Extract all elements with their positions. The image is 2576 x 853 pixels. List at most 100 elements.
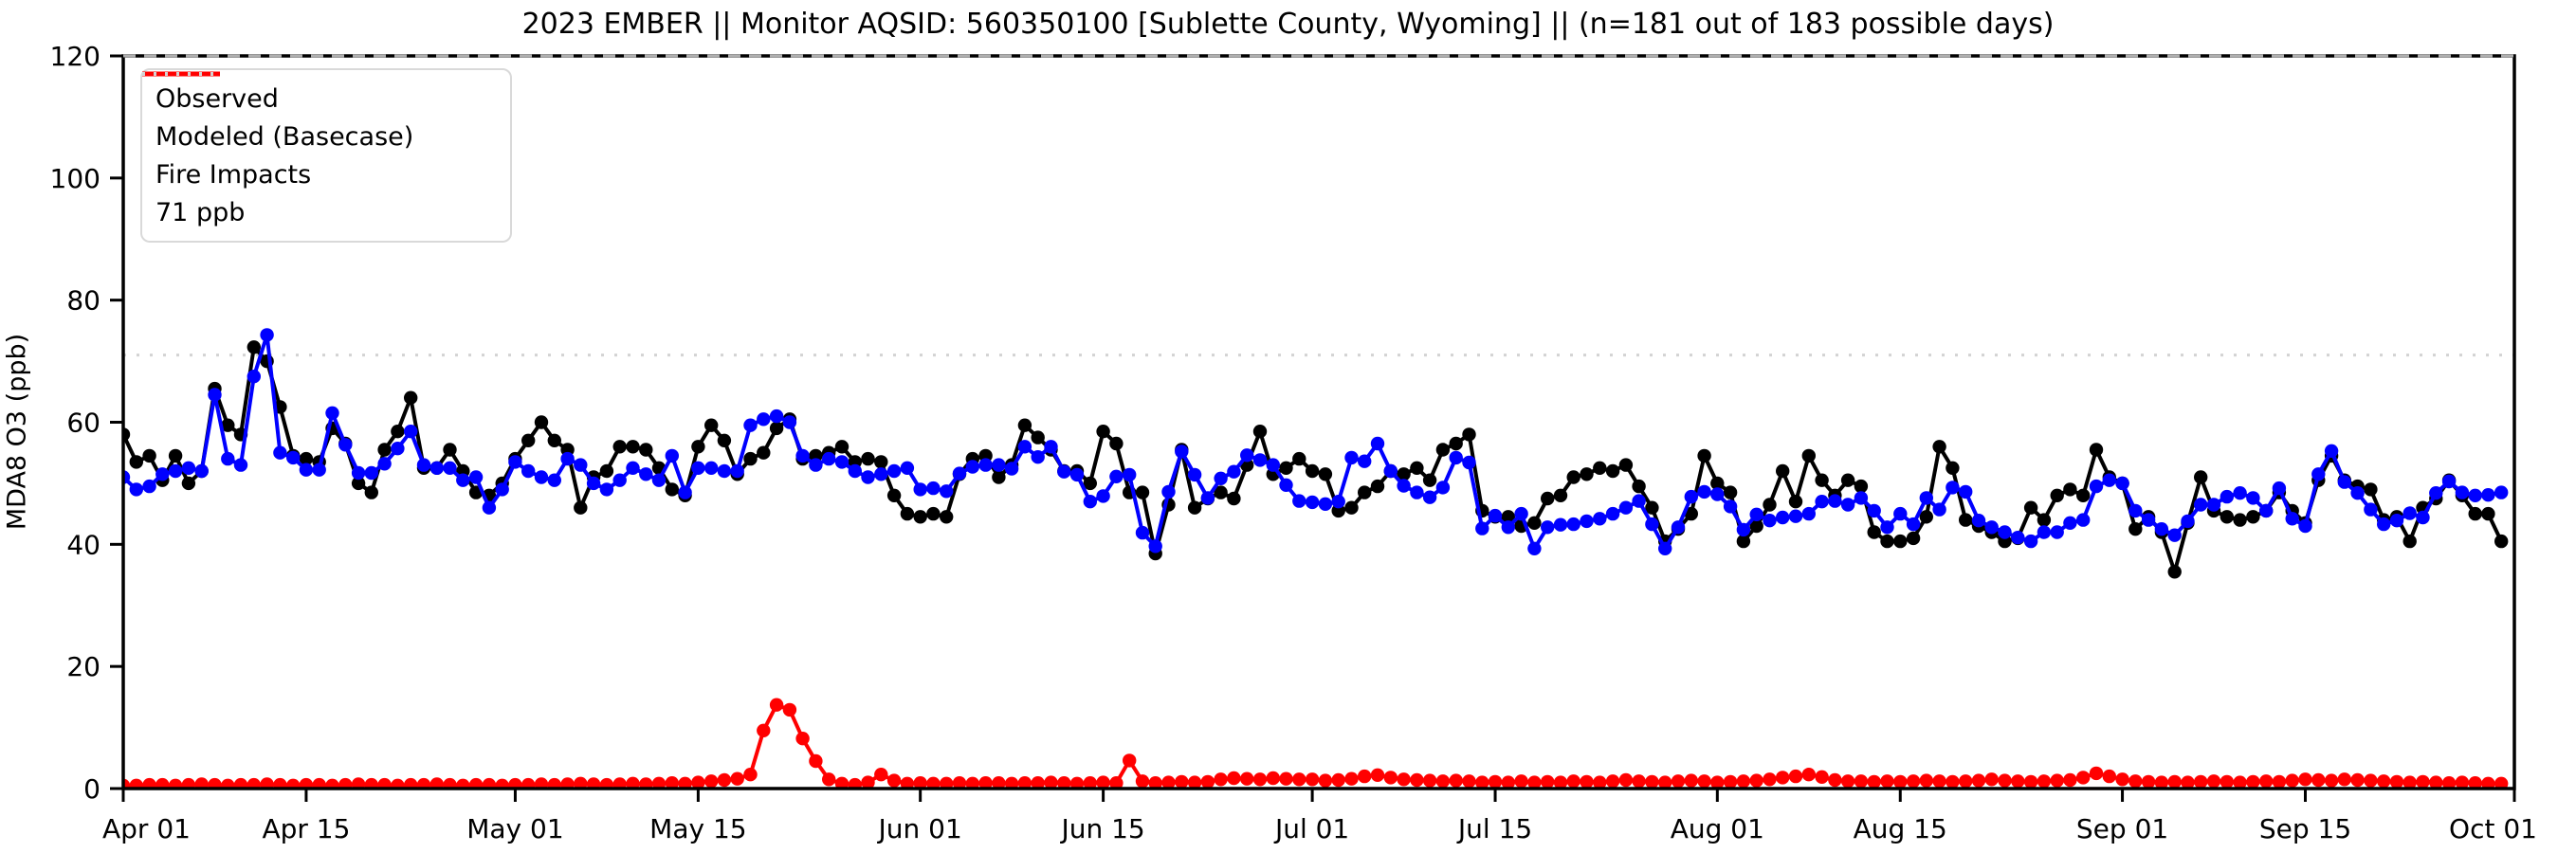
observed-point — [2468, 506, 2482, 521]
modeled-point — [221, 451, 235, 466]
fire-point — [1031, 776, 1045, 789]
modeled-point — [848, 463, 862, 479]
observed-point — [1593, 461, 1607, 475]
modeled-point — [1971, 514, 1986, 528]
fire-point — [1645, 774, 1659, 789]
modeled-point — [886, 463, 902, 479]
fire-point — [495, 778, 509, 789]
y-tick-label: 40 — [66, 529, 100, 560]
observed-point — [1017, 418, 1032, 432]
legend-label-modeled: Modeled (Basecase) — [155, 121, 414, 152]
x-tick-label: Jun 15 — [1059, 813, 1144, 844]
modeled-point — [2402, 506, 2417, 520]
modeled-point — [312, 463, 326, 477]
fire-point — [834, 776, 850, 789]
modeled-point — [1083, 495, 1098, 509]
modeled-point — [1645, 517, 1659, 532]
fire-point — [612, 777, 627, 789]
fire-point — [1279, 771, 1293, 786]
fire-point — [1501, 775, 1515, 789]
observed-point — [926, 506, 941, 521]
modeled-point — [651, 473, 667, 487]
observed-point — [1946, 461, 1960, 475]
fire-point — [547, 777, 561, 789]
observed-point — [1618, 458, 1634, 472]
modeled-point — [2298, 518, 2312, 534]
fire-point — [1580, 774, 1594, 789]
fire-point — [1946, 774, 1960, 789]
modeled-point — [1788, 509, 1803, 523]
fire-point — [443, 777, 457, 789]
fire-point — [1710, 775, 1725, 789]
fire-point — [1959, 774, 1973, 789]
observed-point — [1541, 491, 1555, 506]
fire-point — [1266, 771, 1281, 786]
modeled-point — [1906, 517, 1921, 532]
fire-point — [1723, 774, 1738, 789]
modeled-point — [1266, 458, 1281, 472]
observed-point — [691, 440, 705, 454]
observed-point — [521, 433, 536, 447]
modeled-point — [1998, 525, 2012, 539]
modeled-point — [1475, 521, 1489, 535]
fire-point — [181, 777, 196, 789]
modeled-point — [1749, 507, 1763, 521]
observed-point — [1932, 440, 1946, 454]
observed-point — [1684, 506, 1699, 521]
fire-point — [574, 776, 588, 789]
modeled-point — [730, 463, 744, 479]
fire-point — [651, 776, 667, 789]
fire-point — [1358, 769, 1372, 784]
fire-point — [1566, 774, 1580, 789]
observed-point — [1553, 488, 1568, 502]
fire-point — [1187, 775, 1202, 789]
modeled-point — [586, 476, 601, 491]
modeled-point — [940, 484, 954, 499]
fire-point — [1828, 772, 1842, 788]
fire-point — [1057, 776, 1071, 789]
fire-point — [1736, 774, 1751, 789]
modeled-point — [123, 470, 131, 484]
modeled-point — [913, 482, 927, 497]
fire-point — [1123, 753, 1137, 768]
x-tick-label: Jul 15 — [1456, 813, 1532, 844]
observed-point — [443, 443, 457, 457]
x-tick-label: Apr 15 — [262, 813, 350, 844]
modeled-point — [2272, 481, 2287, 496]
modeled-point — [1605, 506, 1620, 521]
fire-point — [809, 753, 823, 769]
modeled-point — [208, 388, 222, 402]
modeled-point — [2285, 512, 2299, 526]
fire-point — [1292, 772, 1306, 787]
observed-point — [1645, 500, 1659, 515]
observed-point — [1318, 467, 1333, 481]
modeled-point — [1370, 436, 1385, 451]
observed-point — [574, 500, 588, 515]
fire-point — [1632, 774, 1646, 789]
fire-point — [560, 777, 575, 789]
fire-point — [1671, 774, 1686, 789]
observed-point — [2128, 522, 2143, 536]
fire-point — [2037, 774, 2052, 789]
modeled-point — [155, 467, 170, 481]
modeled-point — [1763, 514, 1777, 528]
modeled-point — [769, 408, 784, 424]
fire-point — [1449, 773, 1463, 788]
modeled-point — [247, 370, 261, 384]
observed-point — [1788, 495, 1803, 509]
x-tick-label: Aug 15 — [1854, 813, 1947, 844]
fire-point — [1344, 771, 1359, 786]
modeled-point — [1279, 478, 1293, 492]
fire-point — [1514, 774, 1528, 789]
modeled-point — [1358, 454, 1372, 468]
observed-point — [757, 445, 771, 460]
fire-point — [795, 732, 810, 746]
fire-point — [782, 702, 797, 717]
modeled-point — [1318, 497, 1333, 511]
observed-point — [1410, 461, 1424, 475]
fire-point — [1044, 775, 1058, 789]
observed-point — [1632, 479, 1646, 494]
legend-item-modeled: Modeled (Basecase) — [142, 71, 493, 155]
fire-point — [2167, 774, 2182, 789]
modeled-point — [1422, 490, 1437, 504]
